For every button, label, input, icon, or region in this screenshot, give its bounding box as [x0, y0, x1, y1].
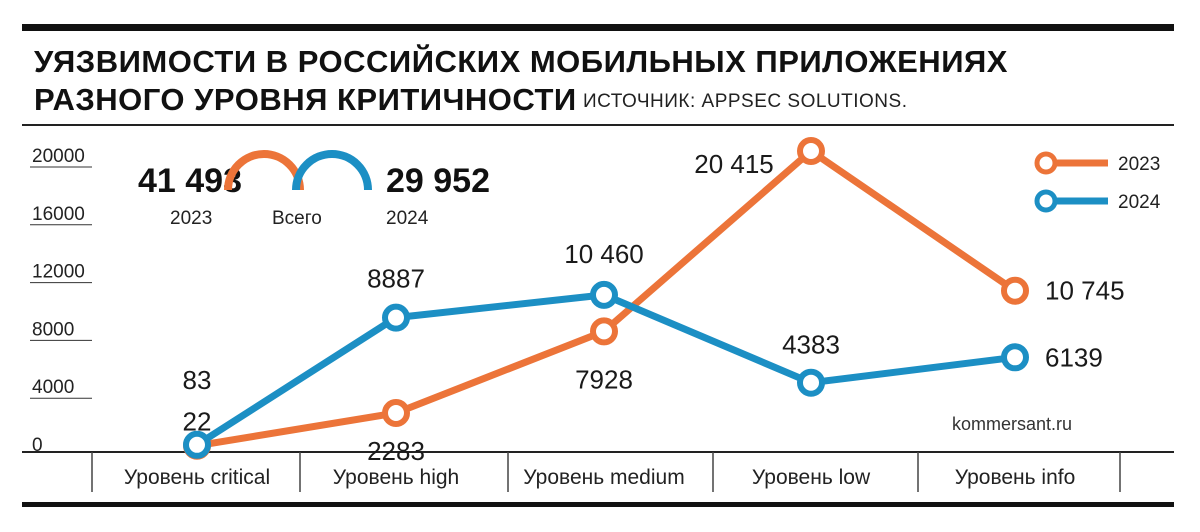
legend-label: 2024	[1118, 192, 1161, 213]
y-tick-label: 0	[32, 435, 43, 456]
total-2024-value: 29 952	[386, 162, 490, 200]
data-label-2023: 22	[183, 407, 212, 437]
data-point-2023	[1001, 276, 1029, 305]
legend-swatch-marker	[1034, 189, 1058, 213]
total-2024-year: 2024	[386, 208, 429, 229]
legend: 2023 2024	[1034, 151, 1161, 213]
data-label-2023: 2283	[367, 436, 425, 466]
data-point-2024	[797, 368, 825, 397]
source-note: ИСТОЧНИК: APPSEC SOLUTIONS.	[583, 91, 908, 112]
total-label: Всего	[272, 208, 322, 229]
total-2024-arc-icon	[292, 150, 372, 191]
total-2023-value: 41 493	[138, 162, 242, 200]
series-points	[183, 137, 1029, 460]
data-label-2024: 4383	[782, 330, 840, 360]
data-point-2024	[382, 303, 410, 332]
top-rule	[22, 24, 1174, 31]
y-tick-label: 16000	[32, 204, 85, 225]
y-tick-label: 8000	[32, 319, 74, 340]
data-point-2023	[797, 137, 825, 165]
data-point-2023	[382, 399, 410, 427]
x-category-label: Уровень info	[955, 466, 1076, 489]
y-gridlines	[30, 166, 92, 399]
total-2023-year: 2023	[170, 208, 212, 229]
data-label-2024: 10 460	[564, 239, 644, 269]
x-axis: Уровень critical Уровень high Уровень medi…	[22, 451, 1174, 492]
data-label-2023: 7928	[575, 364, 633, 394]
credit-label: kommersant.ru	[952, 414, 1072, 434]
data-point-2024	[1001, 343, 1029, 372]
data-point-2023	[590, 317, 618, 346]
x-category-label: Уровень medium	[523, 466, 684, 489]
legend-label: 2023	[1118, 154, 1160, 175]
chart-title-line1: УЯЗВИМОСТИ В РОССИЙСКИХ МОБИЛЬНЫХ ПРИЛОЖ…	[34, 44, 1008, 79]
y-tick-label: 12000	[32, 262, 85, 283]
data-label-2024: 83	[183, 365, 212, 395]
x-category-label: Уровень critical	[124, 466, 270, 489]
data-point-2024	[183, 430, 211, 459]
data-point-2024	[590, 280, 618, 309]
totals-block: 41 493 2023 Всего 29 952 2024	[138, 150, 490, 229]
data-label-2023: 10 745	[1045, 276, 1125, 306]
legend-swatch-marker	[1034, 151, 1058, 175]
x-category-label: Уровень high	[333, 466, 459, 489]
header-divider	[22, 124, 1174, 126]
data-label-2024: 8887	[367, 264, 425, 294]
y-tick-label: 4000	[32, 377, 74, 398]
data-label-2023: 20 415	[694, 149, 774, 179]
bottom-rule	[22, 502, 1174, 507]
y-axis-ticks: 0 4000 8000 12000 16000 20000	[32, 146, 85, 456]
data-label-2024: 6139	[1045, 342, 1103, 372]
x-category-label: Уровень low	[752, 466, 871, 489]
y-tick-label: 20000	[32, 146, 85, 167]
data-labels: 22 2283 7928 20 415 10 745 83 8887 10 460 4383 61…	[183, 149, 1125, 466]
chart-title-line2: РАЗНОГО УРОВНЯ КРИТИЧНОСТИ	[34, 82, 577, 117]
